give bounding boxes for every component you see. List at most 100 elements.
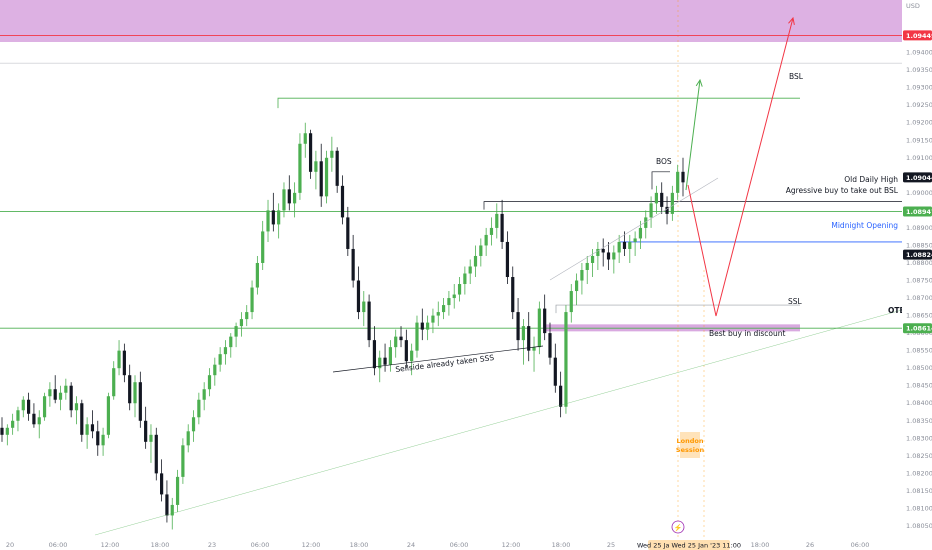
- candle-body: [367, 301, 371, 341]
- candle-body: [527, 326, 531, 351]
- candle-body: [133, 382, 137, 404]
- candle-body: [101, 434, 105, 446]
- price-axis[interactable]: USD 1.09400 1.09350 1.09300 1.09250 1.09200 1.…: [902, 0, 932, 540]
- time-tick: 12:00: [502, 541, 521, 549]
- time-tick: 06:00: [251, 541, 270, 549]
- candle-body: [48, 389, 52, 397]
- currency-label: USD: [906, 2, 920, 10]
- red-arrow-line: [687, 17, 794, 317]
- price-tick: 1.08700: [906, 294, 932, 302]
- old-daily-high-line: [483, 201, 902, 210]
- candle-body: [293, 192, 297, 204]
- price-axis-bg: [902, 0, 932, 540]
- candle-body: [457, 284, 462, 295]
- candle-body: [335, 150, 339, 186]
- ssl-label: SSL: [788, 297, 803, 306]
- candle-body: [606, 252, 611, 260]
- candle-body: [0, 427, 4, 435]
- price-tick: 1.08100: [906, 504, 932, 512]
- time-tick: 25: [607, 541, 615, 549]
- candle-body: [505, 241, 510, 278]
- candle-body: [303, 133, 307, 144]
- price-tick: 1.08800: [906, 259, 932, 267]
- price-tag-text: 1.09044: [906, 174, 932, 182]
- candle-body: [580, 270, 584, 281]
- candle-body: [53, 389, 57, 400]
- candle-body: [633, 238, 637, 242]
- candle-body: [548, 333, 552, 358]
- candle-body: [64, 385, 68, 393]
- candle-body: [175, 476, 180, 505]
- price-tag-box: [903, 30, 932, 41]
- levels-layer: [0, 35, 902, 329]
- price-tick: 1.08400: [906, 399, 932, 407]
- bos-bracket: [651, 171, 670, 190]
- candle-body: [138, 382, 142, 421]
- candle-body: [399, 336, 403, 341]
- candle-body: [521, 326, 525, 341]
- candle-body: [410, 350, 414, 362]
- candle-body: [282, 189, 286, 211]
- time-tick: 18:00: [552, 541, 571, 549]
- candle-body: [564, 312, 568, 407]
- candle-body: [271, 210, 275, 225]
- candle-body: [484, 234, 488, 246]
- candle-body: [197, 399, 201, 418]
- price-tick: 1.09300: [906, 84, 932, 92]
- price-tag-text: 1.08947: [906, 208, 932, 216]
- candle-body: [495, 213, 499, 228]
- candle-body: [58, 392, 63, 400]
- candle-body: [622, 241, 627, 249]
- candle-body: [298, 143, 302, 193]
- price-tag-box: [903, 249, 932, 260]
- sellside-line: [332, 345, 544, 373]
- candle-body: [452, 294, 456, 299]
- candle-body: [388, 347, 392, 365]
- candle-body: [590, 255, 595, 263]
- time-tick: 18:00: [151, 541, 170, 549]
- candle-body: [644, 217, 648, 228]
- price-tag-box: [903, 323, 932, 334]
- candle-body: [74, 403, 79, 411]
- price-tag-text: 1.08614: [906, 325, 932, 333]
- session-badge-text: London: [677, 437, 704, 445]
- candle-body: [96, 431, 100, 446]
- time-tick: 06:00: [450, 541, 469, 549]
- candle-body: [106, 396, 111, 435]
- session-badge-box: [680, 432, 700, 458]
- candle-body: [324, 157, 329, 197]
- candle-body: [80, 403, 84, 435]
- candle-body: [351, 248, 355, 281]
- time-axis[interactable]: 20 06:00 12:00 18:00 23 06:00 12:00 18:00 24 06:0…: [0, 520, 932, 550]
- candle-body: [202, 389, 206, 400]
- bullish-arrow-line: [685, 79, 701, 191]
- bos-label: BOS: [656, 157, 672, 166]
- candle-body: [463, 273, 467, 285]
- time-tick: 26: [806, 541, 814, 549]
- lightning-icon: [671, 520, 685, 534]
- candle-body: [234, 326, 238, 337]
- candle-body: [537, 308, 541, 348]
- candle-body: [489, 227, 494, 235]
- time-tick: 18:00: [751, 541, 770, 549]
- candle-body: [378, 357, 382, 369]
- candle-body: [404, 340, 408, 362]
- price-tick: 1.08900: [906, 224, 932, 232]
- candle-body: [340, 185, 345, 218]
- candle-body: [37, 417, 41, 425]
- date-badge-text: Wed 25 Ja Wed 25 Jan '23 11:00: [637, 542, 741, 550]
- candle-body: [511, 277, 515, 313]
- price-tick: 1.08650: [906, 312, 932, 320]
- candle-body: [154, 434, 158, 474]
- candle-body: [250, 287, 254, 313]
- time-tick: 06:00: [851, 541, 870, 549]
- candle-body: [473, 255, 478, 267]
- price-tag-text: 1.09449: [906, 32, 932, 40]
- candle-body: [213, 364, 217, 376]
- candle-body: [569, 291, 573, 313]
- candle-body: [5, 427, 9, 435]
- price-tick: 1.09200: [906, 119, 932, 127]
- date-badge-box: [648, 540, 730, 550]
- time-tick: 12:00: [101, 541, 120, 549]
